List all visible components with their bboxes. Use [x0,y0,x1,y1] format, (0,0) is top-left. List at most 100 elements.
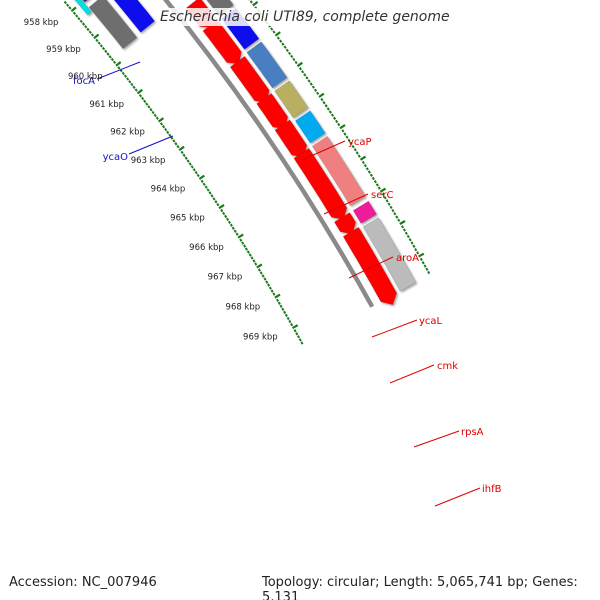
inner-ring-minor-tick [305,76,309,80]
scale-label: 967 kbp [208,272,243,282]
callout-line [434,487,481,507]
feature-block[interactable] [47,0,92,16]
outer-ring-minor-tick [202,182,206,186]
outer-ring-minor-tick [174,142,178,146]
outer-ring-minor-tick [297,335,301,339]
outer-ring-minor-tick [279,304,283,308]
inner-ring-minor-tick [341,129,345,133]
inner-ring-minor-tick [357,154,361,158]
outer-ring-minor-tick [229,223,233,227]
scale-labels: 958 kbp 959 kbp 960 kbp 961 kbp 962 kbp 963 k… [24,18,278,342]
callout-line [389,364,435,384]
outer-ring-minor-tick [252,259,256,263]
feature-block[interactable] [246,41,288,89]
gene-label-ycaO[interactable]: ycaO [103,152,129,163]
inner-ring-minor-tick [373,180,377,184]
callout-line [413,430,460,448]
gene-label-ycaP[interactable]: ycaP [348,137,372,148]
scale-label: 964 kbp [151,185,186,195]
gene-label-ycaL[interactable]: ycaL [419,316,443,327]
feature-block[interactable] [203,0,234,17]
outer-ring-minor-tick [84,25,88,29]
inner-ring-minor-tick [349,141,353,146]
outer-ring-minor-tick [261,274,265,278]
gene-label-cmk[interactable]: cmk [437,361,458,372]
outer-ring-minor-tick [283,310,287,315]
outer-ring-minor-tick [200,179,204,183]
outer-ring-minor-tick [243,244,247,248]
callout-line [323,193,369,215]
accession-text: Accession: NC_007946 [7,575,159,590]
outer-ring-minor-tick [246,250,250,254]
inner-ring-minor-tick [316,91,320,95]
outer-ring-minor-tick [254,262,258,266]
cds-gene[interactable] [293,147,348,220]
inner-ring-minor-tick [408,238,412,242]
cds-gene[interactable] [342,226,398,306]
inner-ring-minor-tick [365,167,369,171]
feature-block[interactable] [107,0,156,33]
inner-ring-minor-tick [320,97,324,102]
inner-ring-minor-tick [395,215,399,219]
inner-ring-minor-tick [303,73,307,77]
outer-ring-minor-tick [300,341,304,345]
gene-label-focA[interactable]: focA [73,76,95,87]
outer-ring-minor-tick [134,88,138,92]
cds-gene[interactable] [333,212,357,235]
outer-ring-minor-tick [295,332,299,336]
outer-ring-minor-tick [239,238,243,242]
genome-summary-text: Topology: circular; Length: 5,065,741 bp… [260,575,600,600]
outer-ring-minor-tick [151,110,155,115]
inner-ring-minor-tick [311,85,315,89]
inner-ring-minor-tick [301,70,305,74]
outer-ring-minor-tick [128,80,132,84]
outer-ring-minor-tick [244,247,249,251]
outer-ring-minor-tick [220,208,224,213]
inner-ring-minor-tick [285,48,289,52]
outer-ring-minor-tick [250,256,254,260]
outer-ring-minor-tick [172,139,176,143]
outer-ring-minor-tick [149,108,153,112]
feature-block[interactable] [362,217,417,292]
inner-ring-minor-tick [307,79,311,83]
feature-block[interactable] [352,200,377,224]
inner-ring-minor-tick [290,54,294,59]
inner-ring-minor-tick [332,116,337,120]
inner-ring-minor-tick [393,212,397,216]
inner-ring-minor-tick [419,257,423,262]
outer-tick-ring [63,0,304,345]
outer-ring-minor-tick [147,105,151,109]
outer-ring-minor-tick [126,77,130,81]
inner-ring-minor-tick [425,267,429,271]
gene-label-rpsA[interactable]: rpsA [461,427,484,438]
outer-ring-minor-tick [153,113,157,118]
outer-ring-minor-tick [132,85,136,89]
inner-ring-minor-tick [361,160,365,165]
feature-block[interactable] [294,110,326,144]
gene-label-aroA[interactable]: aroA [396,253,419,264]
inner-ring-minor-tick [270,27,274,31]
outer-ring-minor-tick [225,217,230,221]
feature-block[interactable] [51,0,98,3]
outer-ring-minor-tick [204,185,208,189]
outer-ring-minor-tick [180,150,184,155]
inner-ring-minor-tick [387,202,391,206]
outer-ring-minor-tick [214,200,218,204]
cds-gene[interactable] [202,19,242,65]
scale-label: 965 kbp [170,214,205,224]
outer-ring-minor-tick [208,191,212,195]
inner-ring-major-tick [359,155,367,161]
gene-callouts: focA ycaO ycaP serC aroA ycaL cmk rpsA ihfB [73,61,502,507]
gene-label-serC[interactable]: serC [371,190,393,201]
feature-block[interactable] [311,135,366,207]
callout-line [128,135,174,155]
feature-block-focA[interactable] [88,0,138,50]
callout-line [348,256,394,279]
inner-ring-minor-tick [294,60,298,65]
feature-block[interactable] [274,80,309,119]
gene-label-ihfB[interactable]: ihfB [482,484,502,495]
outer-ring-minor-tick [119,68,123,73]
outer-ring-minor-tick [104,49,108,53]
outer-ring-minor-tick [188,162,192,166]
